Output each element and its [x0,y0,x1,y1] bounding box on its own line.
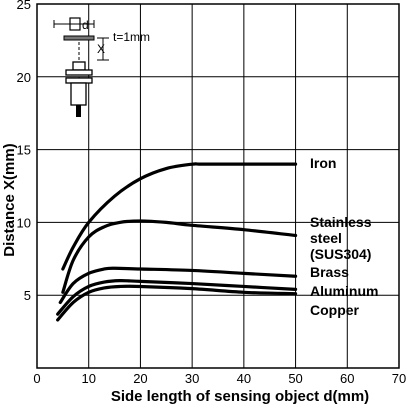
series-label-copper: Copper [310,302,360,318]
y-tick-label: 10 [17,215,31,230]
curve-stainless-steel-sus304 [61,219,298,294]
sensor-cable [76,105,81,117]
series-label-iron: Iron [310,155,336,171]
series-label-stainless-steel-sus304: (SUS304) [310,246,371,262]
y-tick-labels: 5 10 15 20 25 [17,0,31,303]
dimension-d-line [53,20,95,28]
sensor-body [70,82,87,106]
x-tick-label: 40 [237,371,251,386]
y-axis-title: Distance X(mm) [1,143,18,256]
sensor-diagram: d X t=1mm [53,17,150,117]
x-tick-label: 70 [392,371,406,386]
sensor-head [72,61,86,71]
sensor-nut-lower [65,77,93,84]
x-tick-label: 30 [185,371,199,386]
y-tick-label: 20 [17,70,31,85]
dimension-x-line [97,37,109,61]
grid [36,3,400,369]
curve-brass [58,266,298,305]
x-tick-label: 50 [288,371,302,386]
y-tick-label: 5 [24,288,31,303]
curves [56,162,298,322]
label-d: d [82,18,89,32]
series-label-stainless-steel-sus304: steel [310,230,342,246]
x-tick-label: 0 [33,371,40,386]
y-tick-label: 25 [17,0,31,12]
series-label-stainless-steel-sus304: Stainless [310,214,372,230]
label-thickness: t=1mm [113,30,150,44]
x-axis-title: Side length of sensing object d(mm) [111,388,369,405]
x-tick-label: 60 [340,371,354,386]
x-tick-label: 20 [133,371,147,386]
x-tick-labels: 0 10 20 30 40 50 60 70 [33,371,406,386]
sensing-object-plate [63,35,95,41]
curve-copper [56,284,298,322]
plot-frame [36,3,400,369]
square-symbol-icon [69,17,81,31]
series-label-aluminum: Aluminum [310,283,378,299]
x-tick-label: 10 [81,371,95,386]
sensor-nut-upper [65,69,93,76]
y-tick-label: 15 [17,143,31,158]
curve-aluminum [56,279,298,316]
curve-iron [61,162,298,271]
label-x: X [97,42,105,56]
series-label-brass: Brass [310,264,349,280]
